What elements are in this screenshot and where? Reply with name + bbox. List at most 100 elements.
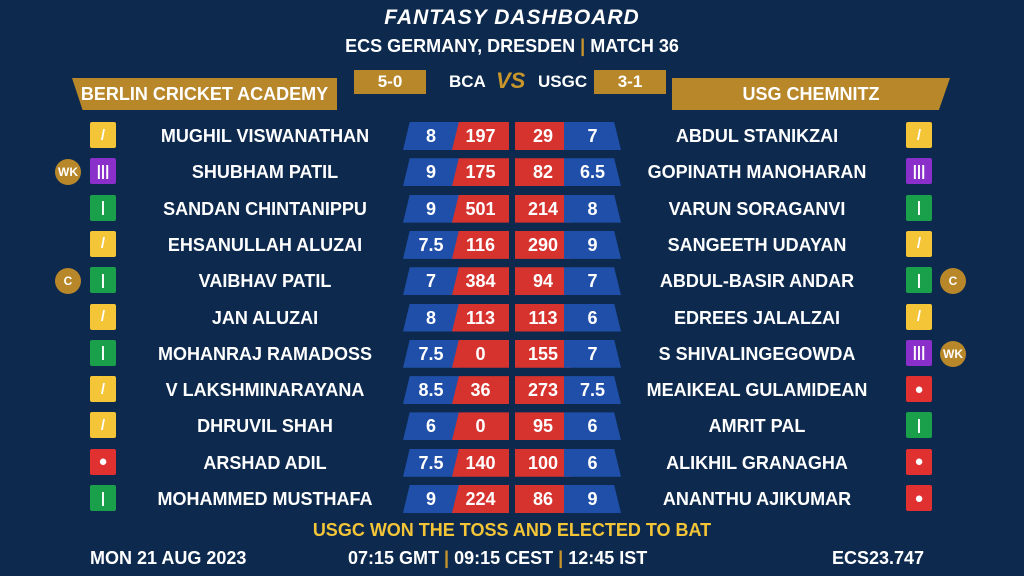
left-player-points: 0 (452, 412, 509, 441)
batsman-icon: | (90, 339, 116, 366)
left-player-points: 140 (452, 448, 509, 477)
toss-result: USGC WON THE TOSS AND ELECTED TO BAT (312, 520, 712, 540)
bowler-icon: ● (906, 376, 932, 403)
left-player-name: MOHAMMED MUSTHAFA (157, 489, 373, 509)
time-cest: 09:15 CEST (454, 548, 554, 568)
all-rounder-icon: / (90, 122, 116, 148)
table-row: / V LAKSHMINARAYANA 8.5 36 273 7.5 MEAIKEAL GU… (0, 374, 1024, 405)
left-player-points: 113 (452, 303, 509, 332)
left-player-name: V LAKSHMINARAYANA (165, 380, 365, 401)
right-player-credit: 7 (564, 122, 621, 150)
right-player-points: 94 (515, 267, 571, 296)
right-player-name: ABDUL STANIKZAI (675, 126, 839, 146)
left-player-name: ARSHAD ADIL (203, 452, 327, 473)
time-gmt: 07:15 GMT (348, 548, 440, 568)
table-row: ● ARSHAD ADIL 7.5 140 100 6 ALIKHIL GRANAGHA ● (0, 447, 1024, 477)
left-player-credit: 8 (403, 303, 459, 332)
wicketkeeper-icon: ||| (90, 158, 116, 185)
batsman-icon: | (906, 267, 932, 294)
left-player-name: MOHANRAJ RAMADOSS (157, 343, 372, 364)
right-player-credit: 7 (564, 267, 621, 296)
table-row: | MOHANRAJ RAMADOSS 7.5 0 155 7 S SHIVALINGEGO… (0, 338, 1024, 368)
table-row: / EHSANULLAH ALUZAI 7.5 116 290 9 SANGEETH UDA… (0, 229, 1024, 259)
bowler-icon: ● (90, 448, 116, 475)
bowler-icon: ● (906, 448, 932, 475)
wicketkeeper-icon: ||| (906, 339, 932, 366)
batsman-icon: | (90, 267, 116, 294)
left-player-credit: 7.5 (403, 448, 459, 477)
right-player-name: SANGEETH UDAYAN (667, 234, 847, 255)
right-player-points: 95 (515, 412, 571, 441)
right-team-abbr: USGC (538, 72, 588, 91)
right-player-credit: 7.5 (564, 376, 621, 405)
match-date: MON 21 AUG 2023 (90, 548, 247, 568)
right-player-name: S SHIVALINGEGOWDA (658, 343, 856, 364)
left-player-credit: 6 (403, 412, 459, 441)
left-player-credit: 9 (403, 485, 459, 513)
right-player-credit: 9 (564, 485, 621, 513)
subtitle-separator: | (580, 36, 586, 56)
match-number: MATCH 36 (590, 36, 679, 56)
left-player-name: MUGHIL VISWANATHAN (160, 126, 370, 146)
table-row: / JAN ALUZAI 8 113 113 6 EDREES JALALZAI / (0, 302, 1024, 332)
left-player-points: 36 (452, 376, 509, 405)
left-player-points: 116 (452, 230, 509, 259)
right-player-name: ALIKHIL GRANAGHA (666, 452, 848, 473)
right-player-credit: 6 (564, 303, 621, 332)
table-row: WK ||| SHUBHAM PATIL 9 175 82 6.5 GOPINATH MANO… (0, 156, 1024, 187)
all-rounder-icon: / (90, 303, 116, 330)
right-team-banner: USG CHEMNITZ (672, 78, 950, 110)
left-player-credit: 7.5 (403, 230, 459, 259)
right-player-credit: 7 (564, 339, 621, 368)
left-team-banner: BERLIN CRICKET ACADEMY (72, 78, 337, 110)
venue-label: ECS GERMANY, DRESDEN (345, 36, 576, 56)
all-rounder-icon: / (906, 230, 932, 257)
time-separator: | (558, 548, 564, 568)
right-player-credit: 6 (564, 412, 621, 441)
left-player-name: DHRUVIL SHAH (197, 416, 333, 437)
table-row: / MUGHIL VISWANATHAN 8 197 29 7 ABDUL STANIKZA… (0, 120, 1024, 150)
all-rounder-icon: / (90, 376, 116, 403)
right-player-points: 113 (515, 303, 571, 332)
table-row: / DHRUVIL SHAH 6 0 95 6 AMRIT PAL | (0, 410, 1024, 441)
right-role-badge: C (940, 268, 966, 295)
table-row: C | VAIBHAV PATIL 7 384 94 7 ABDUL-BASIR ANDAR |… (0, 265, 1024, 296)
left-team-record: 5-0 (354, 70, 426, 94)
all-rounder-icon: / (906, 122, 932, 148)
time-separator: | (444, 548, 450, 568)
left-player-name: VAIBHAV PATIL (198, 271, 332, 292)
all-rounder-icon: / (90, 230, 116, 257)
right-player-credit: 6.5 (564, 158, 621, 187)
right-role-badge: WK (940, 340, 966, 367)
right-player-name: EDREES JALALZAI (673, 307, 841, 328)
right-player-name: MEAIKEAL GULAMIDEAN (646, 380, 868, 401)
left-player-points: 175 (452, 158, 509, 187)
right-player-points: 86 (515, 485, 571, 513)
left-player-points: 197 (452, 122, 509, 150)
batsman-icon: | (90, 194, 116, 221)
left-player-points: 384 (452, 267, 509, 296)
right-player-name: ANANTHU AJIKUMAR (662, 489, 852, 509)
left-player-credit: 7 (403, 267, 459, 296)
match-subtitle: ECS GERMANY, DRESDEN | MATCH 36 (0, 36, 1024, 57)
right-player-points: 290 (515, 230, 571, 259)
left-player-credit: 8.5 (403, 376, 459, 405)
left-player-points: 501 (452, 194, 509, 223)
left-player-name: SANDAN CHINTANIPPU (163, 198, 367, 219)
left-player-credit: 9 (403, 158, 459, 187)
right-player-name: VARUN SORAGANVI (668, 198, 846, 219)
table-row: | SANDAN CHINTANIPPU 9 501 214 8 VARUN SORAGAN… (0, 193, 1024, 223)
right-player-points: 273 (515, 376, 571, 405)
left-player-credit: 7.5 (403, 339, 459, 368)
time-ist: 12:45 IST (568, 548, 648, 568)
all-rounder-icon: / (90, 412, 116, 439)
batsman-icon: | (906, 412, 932, 439)
left-role-badge: C (55, 268, 81, 295)
match-times: 07:15 GMT | 09:15 CEST | 12:45 IST (348, 548, 647, 569)
batsman-icon: | (906, 194, 932, 221)
left-player-points: 0 (452, 339, 509, 368)
right-player-credit: 9 (564, 230, 621, 259)
left-player-credit: 8 (403, 122, 459, 150)
right-player-name: ABDUL-BASIR ANDAR (659, 271, 855, 292)
bowler-icon: ● (906, 485, 932, 511)
